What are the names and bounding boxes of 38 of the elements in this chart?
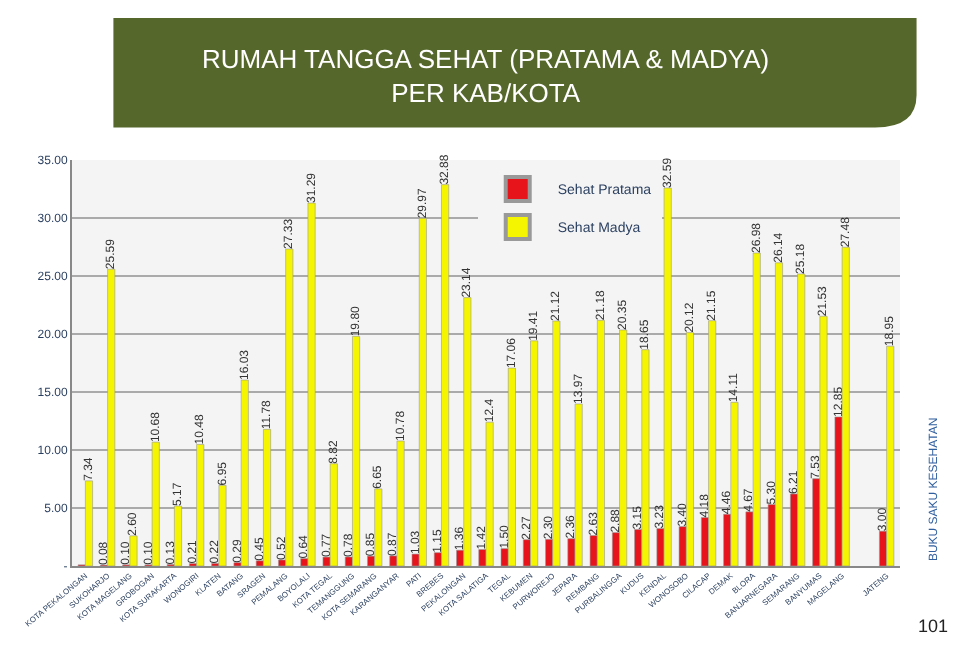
bar	[730, 402, 739, 566]
bar	[686, 332, 694, 566]
bar	[374, 488, 383, 566]
bar	[129, 535, 138, 566]
text: 101	[918, 616, 949, 636]
bar	[663, 187, 672, 566]
bar	[552, 320, 561, 566]
bar	[240, 379, 249, 566]
bar	[218, 485, 227, 566]
bar	[841, 246, 850, 566]
bar	[85, 480, 93, 566]
bar	[441, 184, 450, 566]
bar	[530, 340, 539, 566]
bar	[507, 367, 516, 566]
bar	[708, 320, 717, 566]
bar	[574, 403, 583, 566]
bar	[485, 421, 494, 566]
bar	[619, 329, 628, 566]
bar	[196, 444, 205, 566]
bar	[886, 345, 895, 566]
chart-title: RUMAH TANGGA SEHAT (PRATAMA & MADYA) PER KAB/KOTA	[202, 44, 770, 108]
bar	[174, 505, 182, 566]
bar	[641, 349, 650, 566]
bar	[597, 320, 605, 566]
bar	[418, 218, 427, 566]
bar	[307, 202, 316, 566]
bar	[151, 441, 160, 566]
bar	[107, 268, 116, 566]
bar	[396, 440, 405, 566]
bar	[285, 248, 294, 566]
bar	[352, 336, 360, 566]
bar	[329, 463, 338, 566]
bar	[775, 262, 783, 566]
bar	[263, 429, 271, 566]
bar	[752, 252, 761, 566]
bar	[819, 315, 828, 566]
bar	[463, 297, 472, 566]
bar	[797, 273, 806, 566]
